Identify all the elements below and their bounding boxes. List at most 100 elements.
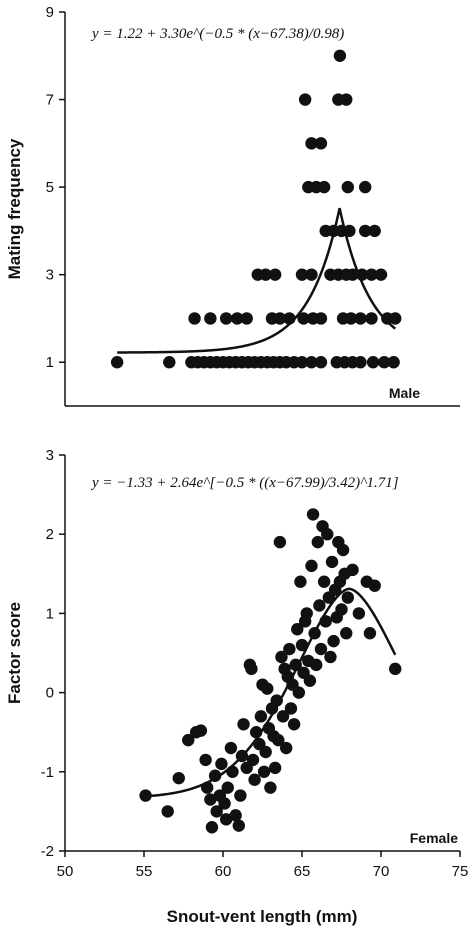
data-point [245,662,258,676]
data-point [261,682,274,695]
data-point [377,356,391,369]
data-point [273,535,287,549]
data-point [297,312,310,325]
panel-label: Male [389,385,420,401]
y-tick-label: 2 [46,526,54,543]
data-points [139,508,402,834]
data-point [389,662,402,676]
data-point [229,809,242,822]
data-point [172,771,185,785]
y-tick-label: -2 [41,843,54,860]
data-point [325,555,339,569]
data-point [273,312,287,325]
data-point [303,674,317,687]
data-point [161,805,174,818]
data-point [300,607,313,620]
fit-curve [117,207,396,354]
x-tick-label: 75 [452,863,469,880]
data-point [237,718,250,731]
data-point [298,93,312,106]
data-point [305,268,318,281]
data-point [387,356,400,369]
data-point [264,781,277,794]
y-tick-label: 3 [46,447,54,464]
data-point [368,224,381,238]
data-point [254,710,268,723]
data-point [231,312,244,325]
data-point [324,650,337,664]
data-point [335,603,348,616]
data-point [295,356,309,369]
data-point [346,563,359,577]
data-point [270,694,283,707]
data-point [366,356,380,369]
data-point [365,268,378,281]
data-point [305,559,318,573]
data-point [313,599,326,612]
data-point [272,733,285,747]
data-point [224,741,238,755]
data-point [327,634,340,648]
data-point [219,312,233,325]
data-point [333,49,347,62]
data-point [310,658,323,672]
data-point [280,741,293,755]
data-point [259,745,272,759]
data-point [359,224,372,238]
data-point [182,733,195,747]
y-tick-label: -1 [41,764,54,781]
x-tick-group: 50 55 60 65 70 75 [57,851,469,880]
data-point [294,575,307,588]
data-point [314,356,328,369]
data-point [305,137,318,150]
x-tick-label: 60 [215,863,232,880]
data-point [292,686,306,699]
data-point [283,642,296,656]
data-point [354,356,367,369]
fit-equation: y = 1.22 + 3.30e^(−0.5 * (x−67.38)/0.98) [90,26,344,42]
data-point [346,268,359,281]
data-point [248,773,261,786]
data-point [194,724,208,737]
data-point [232,819,245,832]
y-tick-label: 9 [46,4,54,21]
x-tick-label: 70 [373,863,390,880]
y-tick-label: 5 [46,179,54,196]
data-point [259,268,272,281]
data-point [204,793,217,806]
fit-equation: y = −1.33 + 2.64e^[−0.5 * ((x−67.99)/3.4… [90,475,399,491]
data-point [341,591,355,604]
data-point [268,268,282,281]
data-point [246,753,260,767]
x-tick-label: 50 [57,863,74,880]
data-point [344,312,358,325]
data-point [336,543,350,557]
y-tick-label: 1 [46,354,54,371]
data-point [389,312,402,325]
data-point [311,535,324,549]
data-point [257,765,271,778]
data-point [305,356,318,369]
y-tick-label: 7 [46,92,54,109]
data-point [268,761,282,775]
data-point [234,789,247,802]
data-point [321,528,334,541]
data-point [368,579,381,592]
data-point [205,821,219,834]
fit-curve [145,587,397,798]
data-point [306,508,320,521]
data-point [314,137,328,150]
data-point [226,765,239,778]
y-tick-group: 1 3 5 7 9 [46,4,65,371]
data-point [215,757,228,771]
data-point [218,797,231,810]
data-point [317,575,331,588]
data-point [204,312,217,325]
data-point [365,312,378,325]
data-point [275,650,288,664]
data-point [317,180,331,194]
data-point [352,607,366,620]
data-point [188,312,201,325]
y-axis-title: Factor score [5,602,24,704]
data-point [341,180,355,194]
